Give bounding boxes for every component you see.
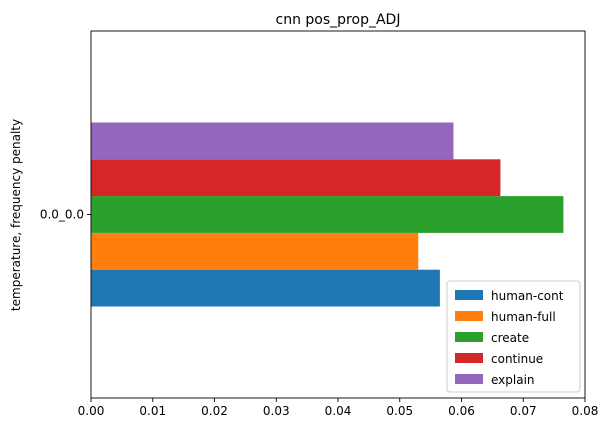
legend-swatch-human-full (455, 311, 483, 321)
chart-title: cnn pos_prop_ADJ (276, 12, 401, 28)
x-axis: 0.00 0.01 0.02 0.03 0.04 0.05 0.06 0.07 0.08 (78, 398, 599, 418)
bar-continue (91, 159, 501, 197)
x-tick-label: 0.04 (325, 404, 352, 418)
legend-box (446, 280, 581, 393)
x-tick-label: 0.06 (448, 404, 475, 418)
legend-label-create: create (491, 331, 529, 345)
x-tick-label: 0.02 (201, 404, 228, 418)
x-tick-label: 0.07 (510, 404, 537, 418)
x-tick-label: 0.00 (78, 404, 105, 418)
bar-explain (91, 122, 454, 160)
legend-swatch-continue (455, 353, 483, 363)
legend-swatch-create (455, 332, 483, 342)
y-axis-label: temperature, frequency penalty (9, 119, 23, 311)
legend-label-explain: explain (491, 373, 535, 387)
legend-swatch-explain (455, 374, 483, 384)
bar-human-full (91, 232, 419, 270)
plot-frame (90, 30, 586, 399)
legend-label-human-full: human-full (491, 310, 556, 324)
bars-group (91, 122, 564, 307)
x-tick-label: 0.05 (386, 404, 413, 418)
y-axis: 0.0_0.0 (40, 208, 91, 222)
x-tick-label: 0.01 (139, 404, 166, 418)
bar-create (91, 196, 564, 233)
x-tick-label: 0.03 (263, 404, 290, 418)
legend-swatch-human-cont (455, 290, 483, 300)
legend-label-human-cont: human-cont (491, 289, 564, 303)
legend-label-continue: continue (491, 352, 543, 366)
legend: human-cont human-full create continue explai… (446, 280, 581, 393)
bar-human-cont (91, 269, 440, 307)
x-tick-label: 0.08 (572, 404, 599, 418)
y-tick-label: 0.0_0.0 (40, 208, 84, 222)
